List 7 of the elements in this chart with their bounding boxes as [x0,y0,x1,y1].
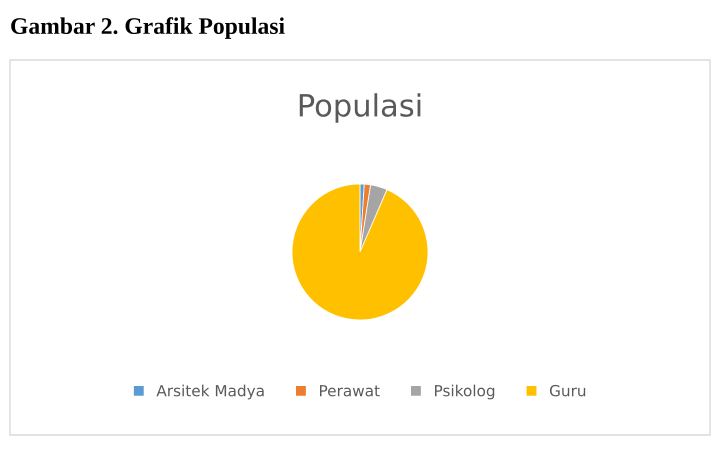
text: Gambar 2. Grafik Populasi [11,17,285,39]
pie-slice [292,184,428,320]
legend-label: Guru [550,384,586,396]
legend-label: Perawat [320,385,380,396]
legend-label: Psikolog [435,384,494,400]
legend-label: Arsitek Madya [156,384,264,400]
chart-title: Populasi [300,93,420,123]
